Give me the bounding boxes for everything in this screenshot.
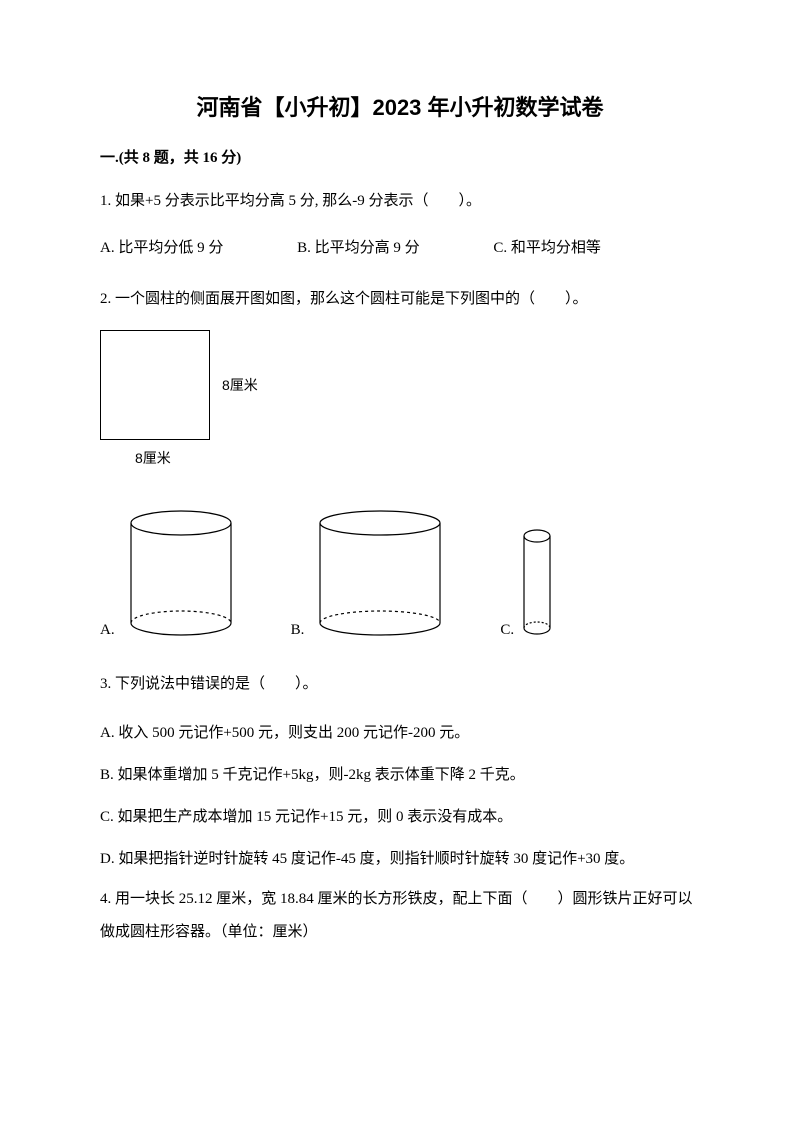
page-title: 河南省【小升初】2023 年小升初数学试卷 bbox=[100, 90, 700, 122]
cylinder-option-c: C. bbox=[500, 528, 555, 638]
q3-option-d: D. 如果把指针逆时针旋转 45 度记作-45 度，则指针顺时针旋转 30 度记… bbox=[100, 841, 700, 877]
option-c-label: C. bbox=[500, 623, 514, 638]
cylinder-b-icon bbox=[310, 508, 450, 638]
square-diagram: 8厘米 bbox=[100, 330, 700, 440]
square-box bbox=[100, 330, 210, 440]
q1-option-b: B. 比平均分高 9 分 bbox=[297, 232, 420, 265]
cylinder-options: A. B. C. bbox=[100, 508, 700, 638]
question-1-options: A. 比平均分低 9 分 B. 比平均分高 9 分 C. 和平均分相等 bbox=[100, 232, 700, 265]
cylinder-a-icon bbox=[121, 508, 241, 638]
cylinder-option-a: A. bbox=[100, 508, 241, 638]
square-bottom-label: 8厘米 bbox=[135, 448, 700, 468]
q1-option-c: C. 和平均分相等 bbox=[493, 232, 601, 265]
q1-option-a: A. 比平均分低 9 分 bbox=[100, 232, 223, 265]
question-2: 2. 一个圆柱的侧面展开图如图，那么这个圆柱可能是下列图中的（ ）。 bbox=[100, 283, 700, 316]
option-a-label: A. bbox=[100, 623, 115, 638]
question-4: 4. 用一块长 25.12 厘米，宽 18.84 厘米的长方形铁皮，配上下面（ … bbox=[100, 883, 700, 949]
question-3-options: A. 收入 500 元记作+500 元，则支出 200 元记作-200 元。 B… bbox=[100, 715, 700, 877]
cylinder-c-icon bbox=[520, 528, 555, 638]
question-1: 1. 如果+5 分表示比平均分高 5 分, 那么-9 分表示（ ）。 bbox=[100, 185, 700, 218]
q3-option-a: A. 收入 500 元记作+500 元，则支出 200 元记作-200 元。 bbox=[100, 715, 700, 751]
cylinder-option-b: B. bbox=[291, 508, 451, 638]
option-b-label: B. bbox=[291, 623, 305, 638]
question-3: 3. 下列说法中错误的是（ ）。 bbox=[100, 668, 700, 701]
q3-option-c: C. 如果把生产成本增加 15 元记作+15 元，则 0 表示没有成本。 bbox=[100, 799, 700, 835]
q3-option-b: B. 如果体重增加 5 千克记作+5kg，则-2kg 表示体重下降 2 千克。 bbox=[100, 757, 700, 793]
square-right-label: 8厘米 bbox=[222, 375, 258, 395]
section-header: 一.(共 8 题，共 16 分) bbox=[100, 146, 700, 167]
